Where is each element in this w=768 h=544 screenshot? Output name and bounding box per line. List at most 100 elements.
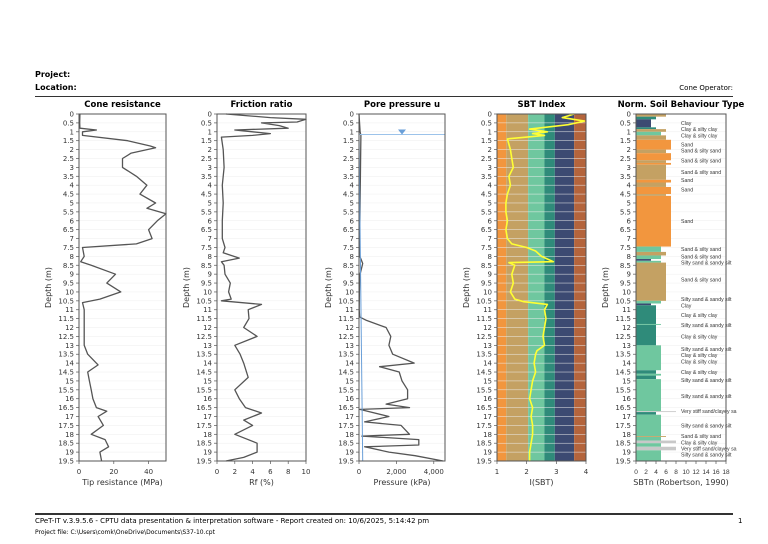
depth-tick-label: 17	[622, 413, 631, 421]
plot-frame	[635, 113, 727, 462]
depth-tick-label: 18.5	[196, 440, 212, 448]
depth-tick-label: 3.5	[620, 173, 631, 181]
depth-tick-label: 12.5	[338, 333, 354, 341]
depth-tick-label: 1	[208, 128, 212, 136]
x-tick-label: 2	[233, 468, 237, 476]
depth-tick-label: 10	[483, 288, 492, 296]
depth-tick-label: 8	[208, 253, 212, 261]
soil-type-label: Sand & silty sand	[681, 149, 721, 155]
depth-tick-label: 11	[203, 306, 212, 314]
sbtn-layer-bar	[636, 443, 661, 447]
soil-type-label: Clay & silty clay	[681, 359, 718, 365]
sbtn-layer-bar	[636, 260, 661, 263]
soil-type-label: Silty sand & sandy silt	[681, 423, 732, 429]
depth-tick-label: 16.5	[615, 404, 631, 412]
x-tick-label: 12	[692, 469, 700, 476]
depth-tick-label: 10.5	[476, 297, 492, 305]
depth-tick-label: 18	[622, 431, 631, 439]
depth-tick-label: 13	[345, 342, 354, 350]
depth-tick-label: 8.5	[343, 262, 354, 270]
chart-3: SBT Index00.511.522.533.544.555.566.577.…	[462, 100, 589, 487]
sbtn-layer-bar	[636, 300, 661, 304]
sbtn-layer-bar	[636, 414, 661, 437]
depth-tick-label: 19	[483, 449, 492, 457]
depth-tick-label: 1.5	[620, 137, 631, 145]
x-tick-label: 4	[250, 468, 255, 476]
depth-tick-label: 9.5	[343, 280, 354, 288]
soil-type-label: Silty sand & sandy silt	[681, 261, 732, 267]
depth-tick-label: 9	[488, 271, 492, 279]
depth-tick-label: 7.5	[481, 244, 492, 252]
depth-tick-label: 1	[350, 128, 354, 136]
depth-tick-label: 12	[65, 324, 74, 332]
depth-tick-label: 11	[483, 306, 492, 314]
depth-tick-label: 14.5	[476, 369, 492, 377]
depth-tick-label: 0.5	[63, 119, 74, 127]
sbtn-layer-bar	[636, 411, 676, 413]
depth-tick-label: 11.5	[58, 315, 74, 323]
x-tick-label: 8	[674, 469, 678, 476]
depth-tick-label: 11	[345, 306, 354, 314]
x-tick-label: 14	[702, 469, 710, 476]
soil-type-label: Sand	[681, 142, 693, 148]
x-tick-label: 40	[144, 468, 153, 476]
depth-tick-label: 2	[208, 146, 212, 154]
depth-tick-label: 16	[345, 395, 354, 403]
sbtn-layer-bar	[636, 127, 656, 130]
depth-tick-label: 14.5	[615, 369, 631, 377]
sbtn-layer-bar	[636, 116, 656, 120]
depth-tick-label: 15	[483, 377, 492, 385]
depth-tick-label: 5.5	[620, 208, 631, 216]
soil-type-label: Sand & silty sand	[681, 158, 721, 164]
depth-tick-label: 10.5	[196, 297, 212, 305]
depth-tick-label: 8	[70, 253, 74, 261]
depth-tick-label: 4	[208, 182, 213, 190]
project-file: Project file: C:\Users\comk\OneDrive\Doc…	[35, 529, 215, 536]
depth-tick-label: 3.5	[63, 173, 74, 181]
depth-tick-label: 19	[65, 449, 74, 457]
sbtn-layer-bar	[636, 194, 666, 196]
depth-tick-label: 6	[488, 217, 493, 225]
plot-frame	[358, 113, 446, 462]
soil-type-label: Clay & silty clay	[681, 440, 718, 446]
sbtn-layer-bar	[636, 345, 661, 371]
x-tick-label: 6	[268, 468, 273, 476]
sbtn-layer-bar	[636, 436, 666, 437]
depth-tick-label: 8.5	[63, 262, 74, 270]
depth-tick-label: 7	[70, 235, 74, 243]
depth-tick-label: 10.5	[58, 297, 74, 305]
depth-tick-label: 6	[208, 217, 213, 225]
depth-tick-label: 6.5	[620, 226, 631, 234]
x-tick-label: 3	[554, 468, 558, 476]
depth-tick-label: 14	[622, 360, 631, 368]
depth-tick-label: 17.5	[615, 422, 631, 430]
depth-tick-label: 10	[203, 288, 212, 296]
sbtn-layer-bar	[636, 262, 666, 301]
depth-tick-label: 17.5	[476, 422, 492, 430]
depth-tick-label: 0.5	[201, 119, 212, 127]
depth-tick-label: 15	[203, 377, 212, 385]
sbtn-layer-bar	[636, 440, 676, 444]
x-axis-label: Rf (%)	[249, 478, 274, 487]
depth-axis-label: Depth (m)	[182, 267, 191, 308]
plot-frame	[216, 113, 307, 462]
depth-tick-label: 14	[65, 360, 74, 368]
sbtn-layer-bar	[636, 255, 661, 260]
sbtn-layer-bar	[636, 186, 671, 195]
depth-tick-label: 9	[350, 271, 354, 279]
depth-tick-label: 16.5	[58, 404, 74, 412]
depth-tick-label: 8	[488, 253, 492, 261]
depth-tick-label: 7	[627, 235, 631, 243]
depth-tick-label: 15.5	[338, 386, 354, 394]
depth-tick-label: 2	[70, 146, 74, 154]
depth-tick-label: 18	[345, 431, 354, 439]
depth-tick-label: 14.5	[58, 369, 74, 377]
soil-type-label: Sand	[681, 188, 693, 194]
depth-tick-label: 18	[203, 431, 212, 439]
x-tick-label: 0	[634, 469, 638, 476]
soil-type-label: Silty sand & sandy silt	[681, 323, 732, 329]
depth-tick-label: 8	[350, 253, 354, 261]
depth-axis-label: Depth (m)	[324, 267, 333, 308]
header-divider	[35, 96, 733, 97]
sbt-zone-band	[574, 114, 586, 461]
